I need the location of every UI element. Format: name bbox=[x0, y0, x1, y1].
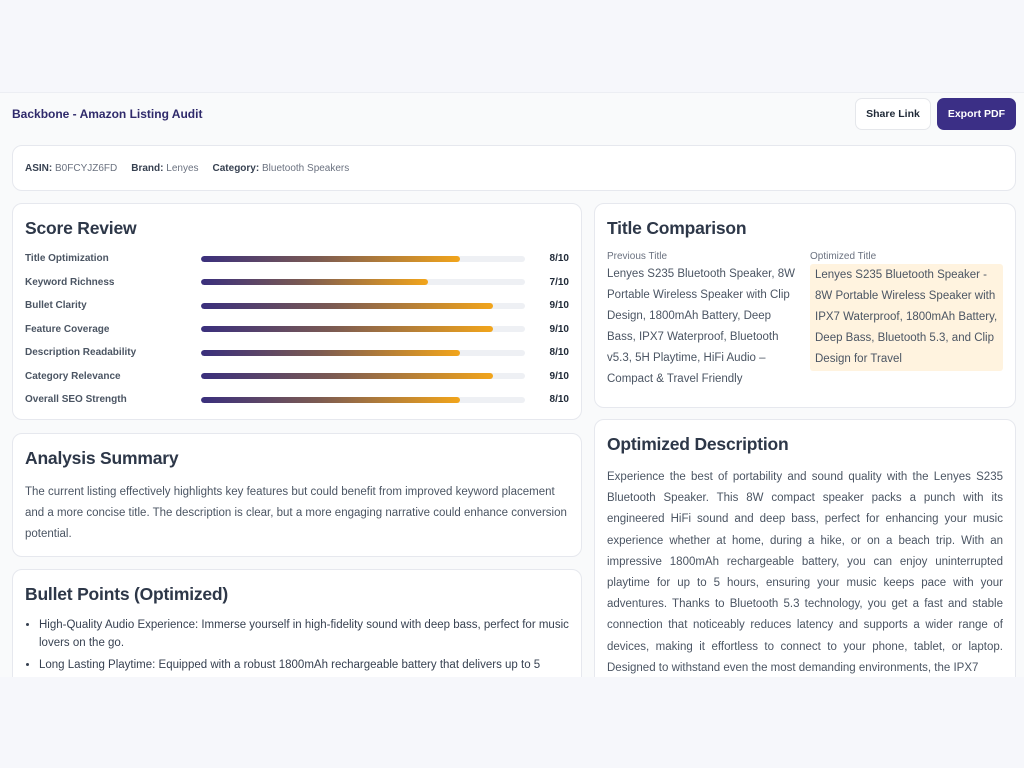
score-row: Category Relevance 9/10 bbox=[25, 365, 569, 389]
brand-label: Brand: bbox=[131, 162, 164, 174]
score-bar-fill bbox=[201, 279, 428, 286]
score-bar-fill bbox=[201, 373, 493, 380]
score-bar-track bbox=[201, 302, 525, 309]
category-field: Category: Bluetooth Speakers bbox=[213, 163, 350, 174]
score-bar-fill bbox=[201, 326, 493, 333]
score-bar-track bbox=[201, 279, 525, 286]
score-value: 8/10 bbox=[549, 253, 569, 265]
score-value: 9/10 bbox=[549, 300, 569, 312]
score-list: Title Optimization 8/10 Keyword Richness 7/… bbox=[25, 247, 569, 412]
optimized-title-label: Optimized Title bbox=[810, 251, 877, 262]
score-label: Feature Coverage bbox=[25, 323, 110, 335]
score-row: Overall SEO Strength 8/10 bbox=[25, 388, 569, 412]
page-header: Backbone - Amazon Listing Audit Share Li… bbox=[12, 97, 1016, 131]
title-comparison-card: Title Comparison Previous Title Lenyes S… bbox=[594, 203, 1016, 408]
title-comparison-title: Title Comparison bbox=[607, 218, 747, 238]
page-title: Backbone - Amazon Listing Audit bbox=[12, 107, 203, 121]
share-link-button[interactable]: Share Link bbox=[855, 98, 931, 130]
score-bar-fill bbox=[201, 255, 461, 262]
previous-title-text: Lenyes S235 Bluetooth Speaker, 8W Portab… bbox=[607, 268, 795, 385]
bullet-item: High-Quality Audio Experience: Immerse y… bbox=[39, 617, 569, 652]
score-value: 9/10 bbox=[549, 323, 569, 335]
score-row: Description Readability 8/10 bbox=[25, 341, 569, 365]
score-review-card: Score Review Title Optimization 8/10 Keywo… bbox=[12, 203, 582, 420]
previous-title-label: Previous Title bbox=[607, 251, 668, 262]
score-label: Bullet Clarity bbox=[25, 300, 87, 312]
score-bar-fill bbox=[201, 302, 493, 309]
score-row: Title Optimization 8/10 bbox=[25, 247, 569, 271]
score-value: 8/10 bbox=[549, 347, 569, 359]
optimized-title-column: Optimized Title Lenyes S235 Bluetooth Sp… bbox=[810, 251, 1003, 390]
score-bar-track bbox=[201, 326, 525, 333]
export-pdf-button[interactable]: Export PDF bbox=[936, 98, 1016, 130]
score-value: 9/10 bbox=[549, 370, 569, 382]
bullet-item: Long Lasting Playtime: Equipped with a r… bbox=[39, 657, 569, 675]
audit-app: Backbone - Amazon Listing Audit Share Li… bbox=[0, 92, 1024, 677]
asin-label: ASIN: bbox=[25, 162, 53, 174]
bullet-list: High-Quality Audio Experience: Immerse y… bbox=[25, 617, 569, 675]
score-review-title: Score Review bbox=[25, 218, 137, 238]
bullet-points-title: Bullet Points (Optimized) bbox=[25, 584, 229, 604]
optimized-description-card: Optimized Description Experience the bes… bbox=[594, 419, 1016, 677]
brand-value: Lenyes bbox=[166, 162, 199, 174]
analysis-summary-title: Analysis Summary bbox=[25, 448, 179, 468]
score-bar-track bbox=[201, 396, 525, 403]
optimized-description-title: Optimized Description bbox=[607, 434, 789, 454]
optimized-title-text: Lenyes S235 Bluetooth Speaker - 8W Porta… bbox=[810, 264, 1003, 371]
score-label: Keyword Richness bbox=[25, 276, 115, 288]
score-bar-track bbox=[201, 373, 525, 380]
listing-meta-bar: ASIN: B0FCYJZ6FD Brand: Lenyes Category:… bbox=[12, 145, 1016, 191]
score-bar-fill bbox=[201, 396, 461, 403]
score-label: Description Readability bbox=[25, 347, 137, 359]
header-actions: Share Link Export PDF bbox=[855, 98, 1016, 130]
score-label: Overall SEO Strength bbox=[25, 394, 127, 406]
analysis-summary-card: Analysis Summary The current listing eff… bbox=[12, 433, 582, 557]
score-row: Feature Coverage 9/10 bbox=[25, 318, 569, 342]
score-row: Bullet Clarity 9/10 bbox=[25, 294, 569, 318]
score-bar-track bbox=[201, 349, 525, 356]
bullet-points-card: Bullet Points (Optimized) High-Quality A… bbox=[12, 569, 582, 677]
category-value: Bluetooth Speakers bbox=[261, 162, 350, 174]
score-label: Title Optimization bbox=[25, 253, 109, 265]
asin-value: B0FCYJZ6FD bbox=[55, 162, 118, 174]
score-bar-fill bbox=[201, 349, 461, 356]
score-value: 7/10 bbox=[549, 276, 569, 288]
title-comparison-columns: Previous Title Lenyes S235 Bluetooth Spe… bbox=[607, 251, 1003, 390]
score-value: 8/10 bbox=[549, 394, 569, 406]
optimized-description-text: Experience the best of portability and s… bbox=[607, 471, 1003, 674]
score-row: Keyword Richness 7/10 bbox=[25, 271, 569, 295]
score-bar-track bbox=[201, 255, 525, 262]
brand-field: Brand: Lenyes bbox=[131, 163, 198, 174]
asin-field: ASIN: B0FCYJZ6FD bbox=[25, 163, 117, 174]
category-label: Category: bbox=[212, 162, 260, 174]
analysis-summary-text: The current listing effectively highligh… bbox=[25, 486, 567, 540]
previous-title-column: Previous Title Lenyes S235 Bluetooth Spe… bbox=[607, 251, 800, 390]
score-label: Category Relevance bbox=[25, 370, 121, 382]
